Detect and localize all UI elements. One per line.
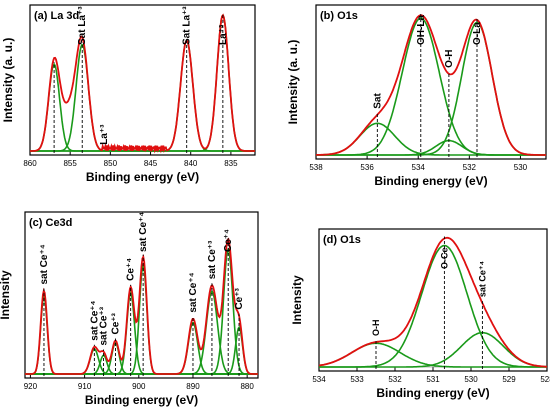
fit-component-2	[316, 17, 546, 156]
peak-label: sat Ce⁺⁴	[138, 212, 149, 252]
x-axis-label: Binding energy (eV)	[374, 174, 487, 188]
panel-title: (b) O1s	[320, 10, 358, 22]
x-tick-label: 920	[24, 382, 38, 391]
plot-frame	[29, 4, 256, 156]
plot-frame	[315, 4, 547, 160]
fit-component-3	[319, 331, 547, 368]
peak-label: Ce⁺⁴	[126, 258, 137, 281]
peak-label: Ce⁺³	[234, 288, 245, 310]
panel-b: 538 536 534 532 530 Binding energy (eV) Intens…	[286, 4, 547, 188]
peak-label: O-H	[444, 49, 455, 67]
panel-c: 920 910 900 890 880 Binding energy (eV) Intens…	[0, 211, 259, 407]
panel-a: 860 855 850 845 840 835 Binding energy (eV) Int…	[1, 4, 256, 184]
y-axis-label: Intensity	[290, 275, 304, 325]
fit-component-4	[316, 21, 546, 156]
peak-label: Ce⁺⁴	[223, 229, 234, 252]
panel-title: (d) O1s	[323, 234, 361, 246]
plot-frame	[318, 228, 548, 372]
x-tick-label: 534	[412, 163, 426, 172]
peak-label: Sat La⁺³	[77, 6, 88, 45]
panel-title: (a) La 3d	[34, 10, 79, 22]
peak-label: sat Ce⁺⁴	[477, 261, 487, 297]
x-tick-label: 532	[463, 163, 477, 172]
fit-component-4	[25, 341, 258, 375]
x-tick-label: 530	[514, 163, 528, 172]
x-tick-label: 880	[240, 382, 254, 391]
x-tick-label: 530	[464, 375, 478, 384]
x-tick-label: 860	[23, 159, 37, 168]
y-axis-label: Intensity (a. u.)	[286, 40, 300, 125]
measured-envelope	[25, 237, 258, 375]
peak-label: La⁺³	[99, 124, 110, 145]
x-tick-label: 855	[63, 159, 77, 168]
x-tick-label: 850	[104, 159, 118, 168]
x-tick-label: 840	[184, 159, 198, 168]
x-tick-label: 910	[78, 382, 92, 391]
x-tick-label: 534	[312, 375, 326, 384]
fit-component-7	[25, 321, 258, 375]
panel-d: 534 533 532 531 530 529 528 Binding energy (eV)…	[290, 228, 550, 400]
peak-label: O-Ce	[439, 247, 449, 269]
x-tick-label: 529	[502, 375, 516, 384]
y-axis-label: Intensity (a. u.)	[1, 38, 15, 123]
peak-label: Sat La⁺³	[182, 6, 193, 45]
x-tick-label: 538	[309, 163, 323, 172]
x-tick-label: 528	[540, 375, 550, 384]
peak-label: sat Ce⁺⁴	[89, 300, 100, 340]
peak-label: sat Ce⁺³	[207, 240, 218, 279]
peak-label: sat Ce⁺⁴	[39, 244, 50, 284]
peak-label: O-H	[371, 319, 381, 336]
peak-label: Sat	[372, 93, 383, 109]
measured-envelope	[30, 13, 255, 154]
peak-label: O-La	[472, 22, 483, 45]
x-axis-label: Binding energy (eV)	[85, 393, 198, 407]
x-tick-label: 890	[186, 382, 200, 391]
fit-component-1	[30, 62, 255, 152]
x-tick-label: 835	[224, 159, 238, 168]
y-axis-label: Intensity	[0, 270, 12, 320]
x-tick-label: 533	[350, 375, 364, 384]
x-axis-label: Binding energy (eV)	[86, 170, 199, 184]
peak-label: OH-La	[416, 15, 427, 45]
peak-label: sat Ce⁺³	[99, 306, 110, 345]
fit-component-2	[319, 244, 547, 368]
measured-envelope	[318, 236, 547, 368]
fit-component-10	[25, 325, 258, 375]
plot-frame	[24, 211, 259, 379]
measured-envelope	[316, 14, 546, 156]
panel-title: (c) Ce3d	[29, 217, 72, 229]
x-tick-label: 845	[144, 159, 158, 168]
x-tick-label: 536	[360, 163, 374, 172]
peak-label: La⁺³	[218, 24, 229, 45]
peak-label: sat Ce⁺⁴	[188, 272, 199, 312]
x-tick-label: 532	[388, 375, 402, 384]
x-tick-label: 900	[132, 382, 146, 391]
x-axis-label: Binding energy (eV)	[376, 386, 489, 400]
peak-label: Ce⁺³	[110, 312, 121, 334]
x-tick-label: 531	[426, 375, 440, 384]
